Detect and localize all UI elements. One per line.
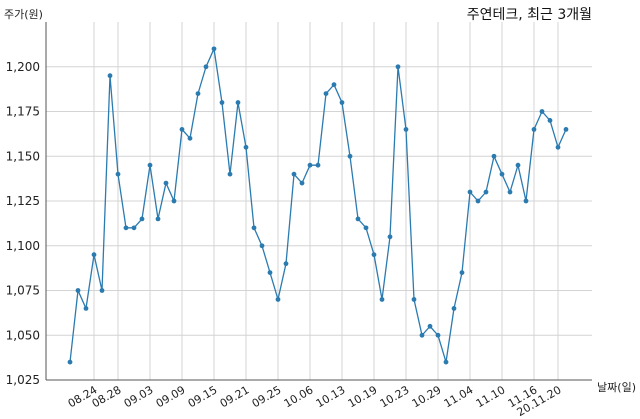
data-point [315,162,321,168]
data-point [219,100,225,105]
data-point [275,297,281,302]
data-point [291,171,297,177]
data-point [363,225,369,231]
data-point [395,64,401,70]
y-tick-label: 1,075 [6,284,40,298]
data-point [163,180,169,186]
data-point [251,225,257,231]
data-point [403,126,409,132]
data-point [83,306,89,311]
data-point [299,180,305,186]
data-point [563,126,569,132]
x-tick-label: 11.10 [474,383,508,410]
data-point [75,288,81,293]
data-point [115,171,121,177]
data-point [443,359,449,365]
x-tick-label: 09.21 [218,383,252,410]
data-point [235,100,241,105]
data-point [123,225,129,231]
x-tick-label: 10.13 [314,383,348,410]
x-tick-label: 10.06 [282,383,316,410]
data-point [91,252,97,258]
data-point [411,297,417,302]
data-point [179,126,185,132]
data-point [211,46,217,52]
data-point [379,297,385,302]
x-tick-label: 09.09 [154,383,188,410]
price-line [69,46,567,363]
x-tick-label: 09.25 [250,383,284,410]
y-tick-label: 1,150 [6,149,40,163]
data-point [259,243,265,249]
data-point [155,216,161,222]
data-point [347,153,353,159]
data-point [227,171,233,177]
data-point [515,162,521,168]
x-tick-label: 09.15 [186,383,220,410]
y-tick-label: 1,100 [6,239,40,253]
data-point [467,189,473,195]
data-point [499,171,505,177]
y-axis-label: 주가(원) [4,8,43,21]
data-point [387,234,393,240]
data-point [507,189,513,195]
y-tick-label: 1,200 [6,60,40,74]
data-point [435,332,441,338]
data-point [171,198,177,204]
data-point [331,82,337,88]
data-point [427,323,433,329]
data-point [139,216,145,222]
y-tick-label: 1,175 [6,105,40,119]
data-point [195,91,201,96]
data-point [147,162,153,168]
data-point [355,216,361,222]
data-point [243,144,249,150]
data-point [131,225,137,231]
data-point [67,359,73,365]
x-axis-label: 날짜(일) [597,381,636,394]
data-point [475,198,481,204]
data-point [491,153,497,159]
data-point [523,198,529,204]
data-point [307,162,313,168]
data-point [99,288,105,293]
data-point [267,270,273,275]
data-point [555,144,561,150]
x-tick-label: 10.19 [346,383,380,410]
chart-title: 주연테크, 최근 3개월 [466,7,592,23]
y-tick-label: 1,050 [6,328,40,342]
x-tick-label: 10.29 [410,383,444,410]
x-tick-label: 11.04 [442,383,476,410]
data-point [107,73,113,79]
data-point [547,118,553,123]
y-tick-label: 1,025 [6,373,40,387]
x-tick-label: 10.23 [378,383,412,410]
y-tick-label: 1,125 [6,194,40,208]
data-point [531,126,537,132]
data-point [283,261,289,267]
data-point [419,332,425,338]
x-tick-label: 09.03 [122,383,156,410]
data-point [339,100,345,105]
data-point [483,189,489,195]
data-point [539,109,545,114]
data-point [323,91,329,96]
data-point [203,64,209,70]
data-point [451,306,457,311]
data-point [187,135,193,141]
data-point [459,270,465,275]
data-point [371,252,377,258]
